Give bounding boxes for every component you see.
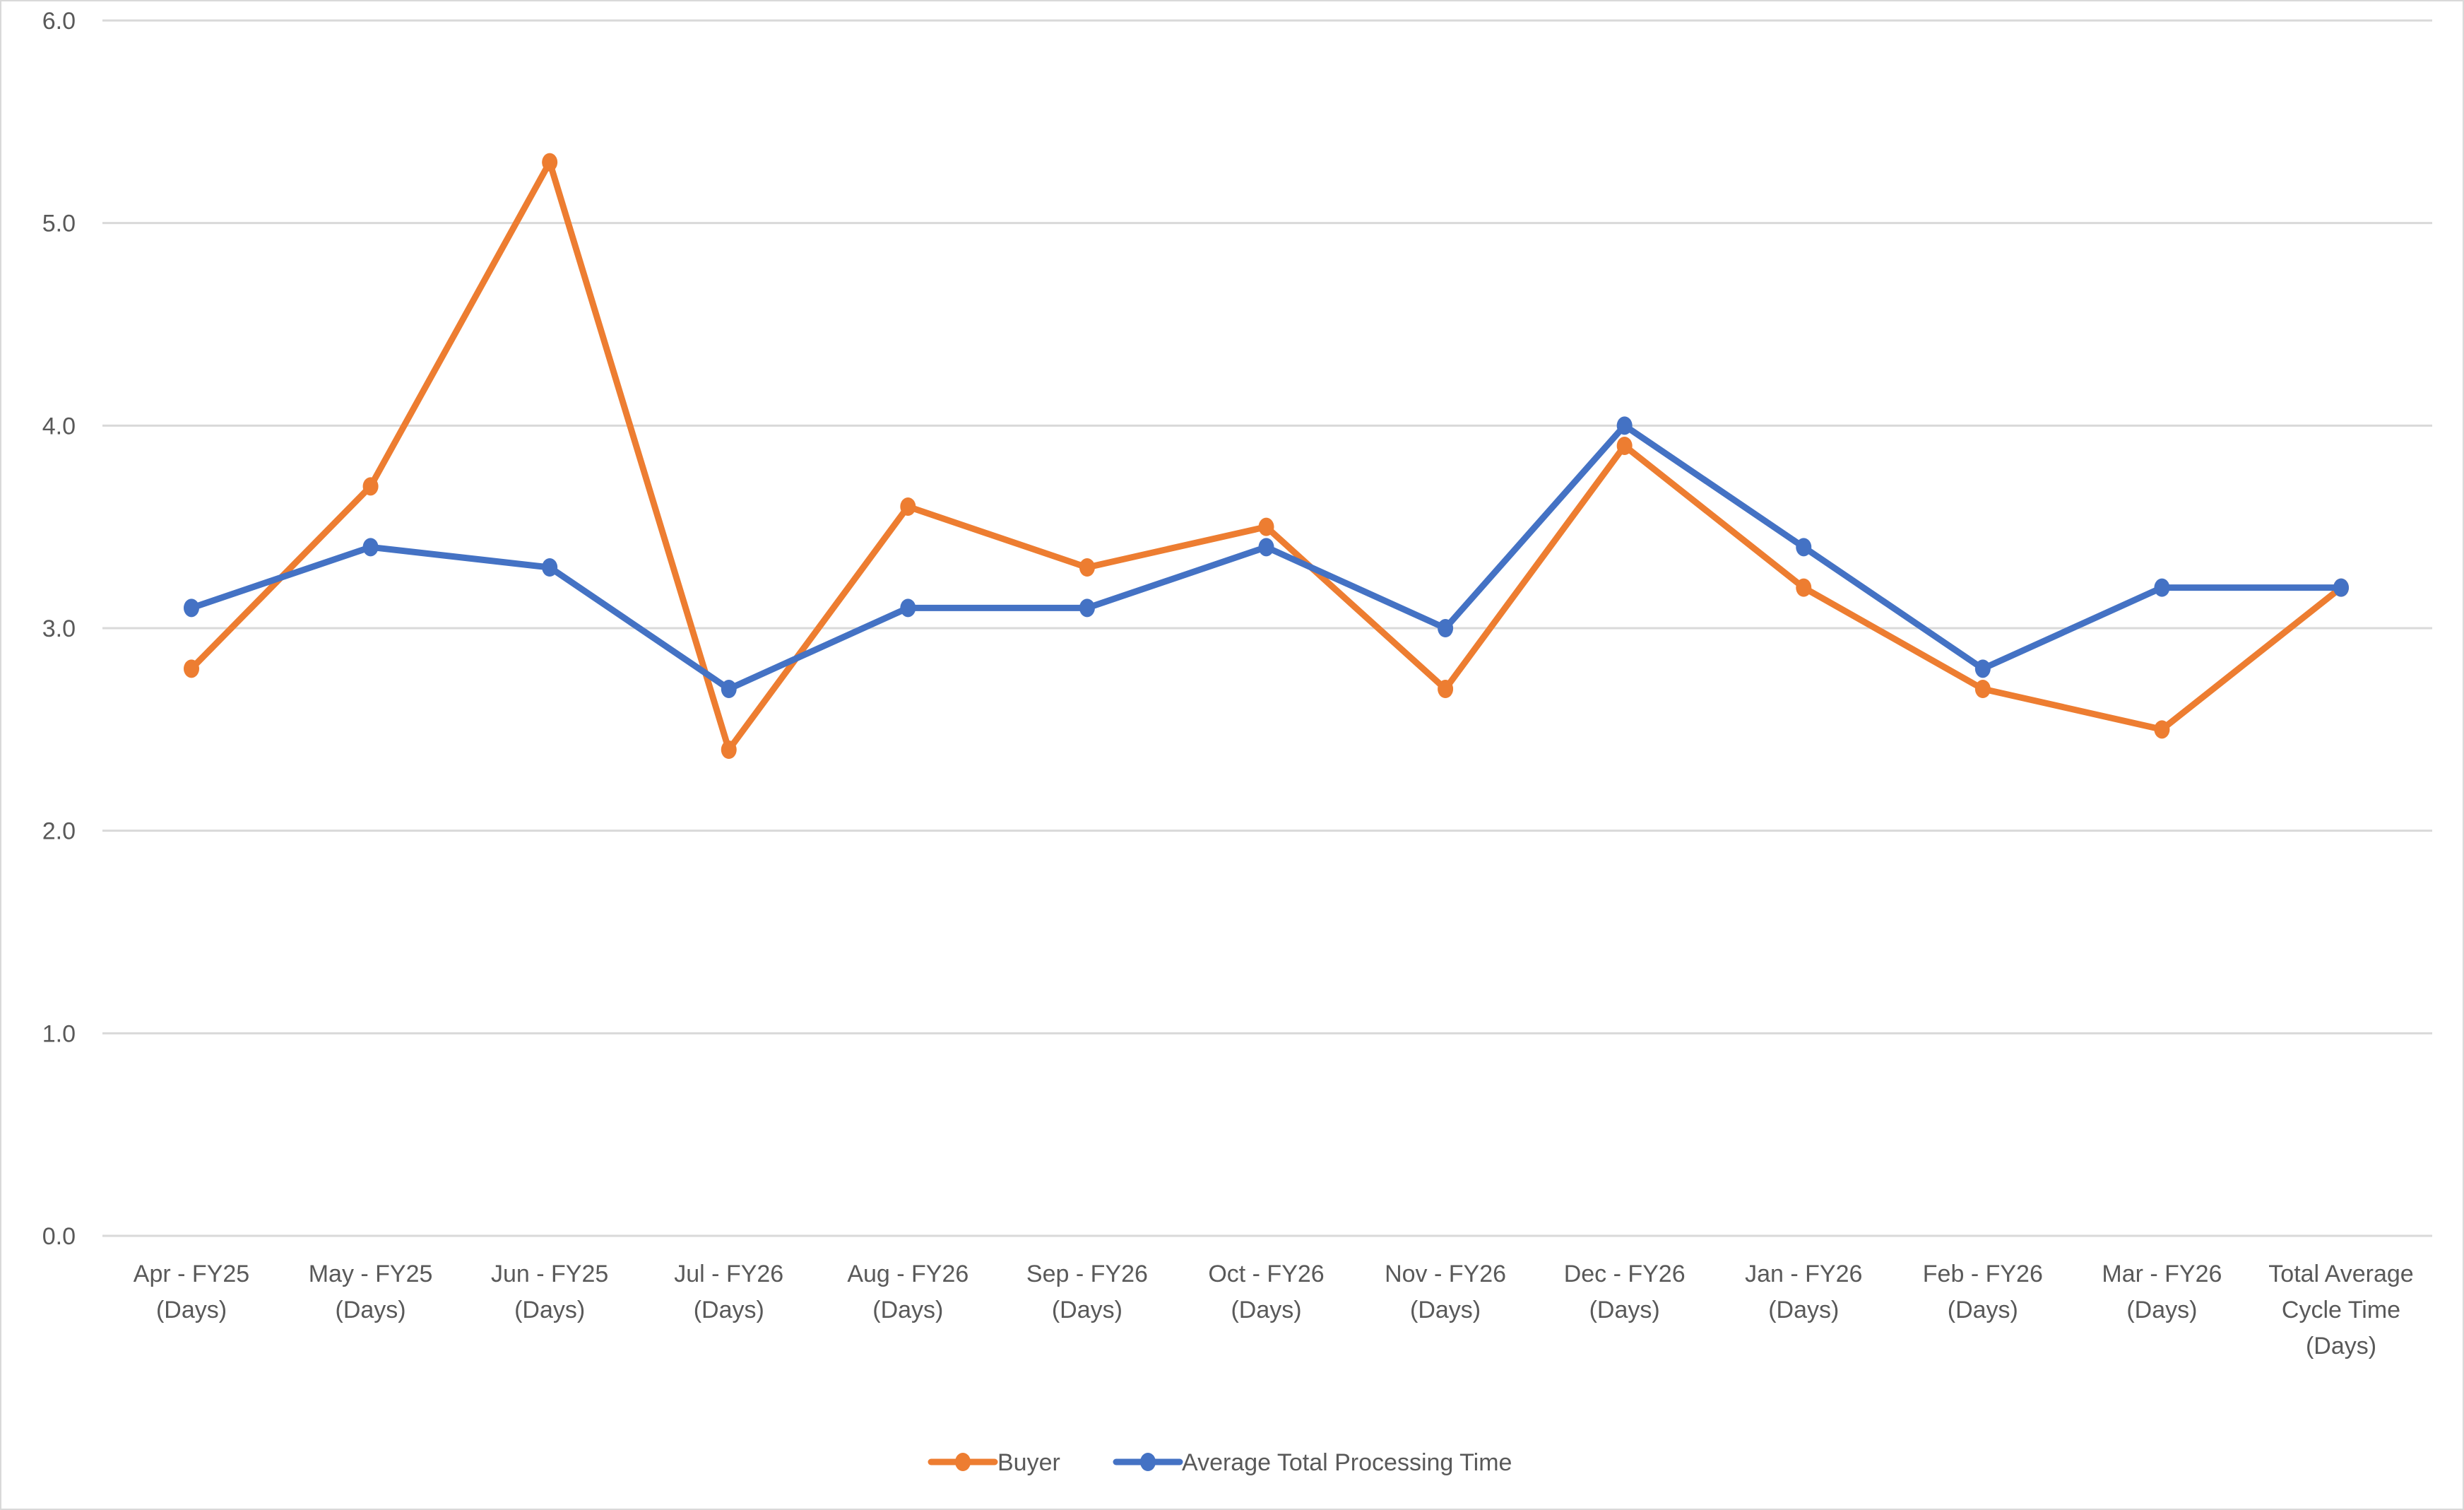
x-tick-label: Feb - FY26 xyxy=(1923,1261,2043,1287)
x-tick-label: (Days) xyxy=(1948,1297,2018,1323)
gridlines xyxy=(102,19,2432,1237)
data-point-marker xyxy=(1438,619,1454,637)
data-point-marker xyxy=(900,497,916,516)
data-point-marker xyxy=(900,598,916,618)
data-point-marker xyxy=(1258,517,1274,536)
x-tick-label: May - FY25 xyxy=(309,1261,433,1287)
legend-item: Average Total Processing Time xyxy=(1113,1449,1512,1476)
x-tick-label: Nov - FY26 xyxy=(1385,1261,1506,1287)
data-point-marker xyxy=(1079,598,1095,618)
y-tick-label: 6.0 xyxy=(42,8,76,35)
y-axis-labels: 0.0 1.0 2.0 3.0 4.0 5.0 6.0 xyxy=(42,8,76,1250)
x-tick-label: Jan - FY26 xyxy=(1745,1261,1862,1287)
data-point-marker xyxy=(542,153,558,172)
data-point-marker xyxy=(1974,659,1991,678)
x-tick-label: Oct - FY26 xyxy=(1208,1261,1324,1287)
series-line xyxy=(188,422,2345,692)
series-lines xyxy=(184,153,2349,759)
data-point-marker xyxy=(362,477,379,496)
x-tick-label: Jul - FY26 xyxy=(674,1261,783,1287)
x-tick-label: Cycle Time xyxy=(2282,1297,2400,1323)
x-tick-label: Dec - FY26 xyxy=(1564,1261,1686,1287)
data-point-marker xyxy=(1079,558,1095,577)
x-tick-label: (Days) xyxy=(2306,1333,2376,1359)
x-tick-label: (Days) xyxy=(1768,1297,1839,1323)
y-tick-label: 3.0 xyxy=(42,615,76,642)
data-point-marker xyxy=(1974,680,1991,698)
data-point-marker xyxy=(2154,720,2170,739)
y-tick-label: 5.0 xyxy=(42,211,76,237)
data-point-marker xyxy=(1796,538,1812,557)
x-tick-label: (Days) xyxy=(336,1297,406,1323)
data-point-marker xyxy=(721,680,737,698)
data-point-marker xyxy=(184,598,199,618)
x-tick-label: Sep - FY26 xyxy=(1026,1261,1148,1287)
x-tick-label: Aug - FY26 xyxy=(847,1261,969,1287)
y-tick-label: 4.0 xyxy=(42,413,76,440)
legend-marker-icon xyxy=(955,1453,971,1471)
x-tick-label: (Days) xyxy=(2126,1297,2197,1323)
x-tick-label: (Days) xyxy=(1231,1297,1301,1323)
legend-label: Average Total Processing Time xyxy=(1182,1449,1512,1476)
x-tick-label: Jun - FY25 xyxy=(491,1261,608,1287)
data-point-marker xyxy=(362,538,379,557)
x-tick-label: Apr - FY25 xyxy=(134,1261,249,1287)
x-tick-label: (Days) xyxy=(1589,1297,1660,1323)
data-point-marker xyxy=(1258,538,1274,557)
x-tick-label: Total Average xyxy=(2268,1261,2413,1287)
series-average-total-processing-time xyxy=(184,416,2349,698)
x-axis-labels: Apr - FY25 (Days) May - FY25 (Days) Jun - FY… xyxy=(134,1261,2414,1359)
y-tick-label: 1.0 xyxy=(42,1020,76,1047)
series-line xyxy=(188,159,2345,753)
x-tick-label: (Days) xyxy=(1410,1297,1481,1323)
data-point-marker xyxy=(2333,578,2349,597)
data-point-marker xyxy=(2154,578,2170,597)
data-point-marker xyxy=(542,558,558,577)
legend-label: Buyer xyxy=(997,1449,1060,1476)
data-point-marker xyxy=(721,741,737,759)
series-buyer xyxy=(184,153,2349,759)
data-point-marker xyxy=(1616,437,1633,455)
y-tick-label: 0.0 xyxy=(42,1223,76,1250)
x-tick-label: Mar - FY26 xyxy=(2102,1261,2222,1287)
data-point-marker xyxy=(1438,680,1454,698)
data-point-marker xyxy=(184,659,199,678)
legend-marker-icon xyxy=(1140,1453,1156,1471)
data-point-marker xyxy=(1616,416,1633,435)
y-tick-label: 2.0 xyxy=(42,818,76,845)
x-tick-label: (Days) xyxy=(514,1297,585,1323)
legend-item: Buyer xyxy=(928,1449,1060,1476)
x-tick-label: (Days) xyxy=(1052,1297,1123,1323)
x-tick-label: (Days) xyxy=(156,1297,227,1323)
x-tick-label: (Days) xyxy=(694,1297,764,1323)
legend: Buyer Average Total Processing Time xyxy=(928,1449,1512,1476)
x-tick-label: (Days) xyxy=(872,1297,943,1323)
data-point-marker xyxy=(1796,578,1812,597)
